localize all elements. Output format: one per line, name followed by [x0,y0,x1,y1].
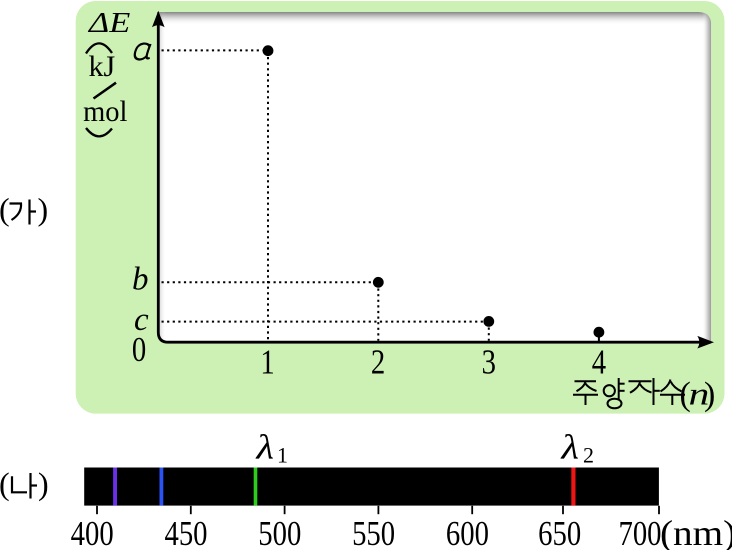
svg-text:): ) [704,376,715,413]
svg-text:(: ( [680,376,691,413]
svg-text:1: 1 [260,342,274,381]
svg-text:b: b [132,262,149,298]
svg-text:): ) [38,191,49,227]
svg-text:(: ( [0,466,10,502]
svg-text:400: 400 [71,513,114,550]
svg-text:n: n [689,377,710,412]
svg-text:2: 2 [583,442,594,467]
svg-text:450: 450 [164,513,207,550]
svg-text:): ) [38,466,49,502]
svg-text:700: 700 [618,513,661,550]
svg-text:3: 3 [482,342,496,381]
svg-text:(: ( [0,191,10,227]
svg-text:0: 0 [132,329,146,368]
svg-text:4: 4 [592,342,606,381]
svg-text:500: 500 [258,513,301,550]
svg-text:mol: mol [83,95,127,128]
svg-text:550: 550 [352,513,395,550]
svg-text:λ: λ [560,428,579,467]
svg-text:(nm): (nm) [660,513,732,550]
svg-text:λ: λ [255,428,274,467]
svg-text:ΔE: ΔE [87,6,130,38]
svg-text:600: 600 [446,513,489,550]
svg-text:2: 2 [371,342,385,381]
svg-text:c: c [134,302,149,338]
svg-text:1: 1 [277,442,288,467]
svg-text:kJ: kJ [89,50,116,83]
svg-text:650: 650 [538,513,581,550]
